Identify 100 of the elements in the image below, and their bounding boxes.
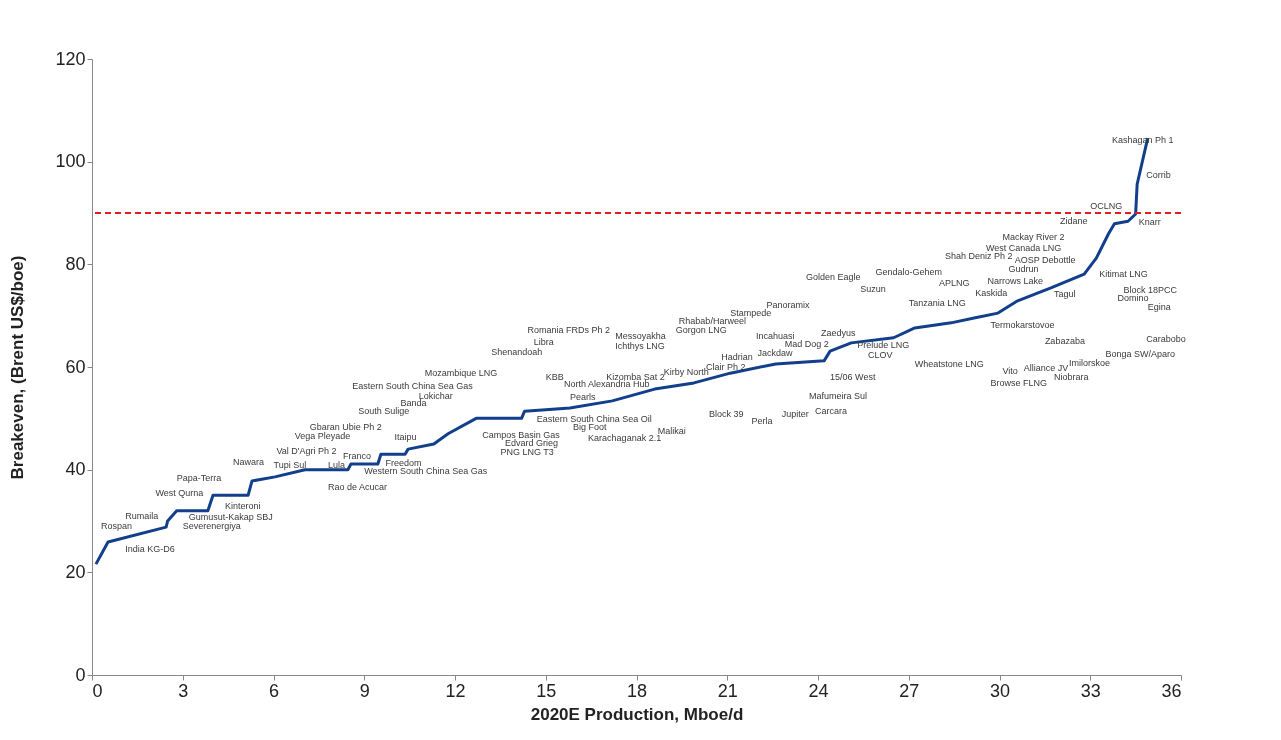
annotation: Gumusut-Kakap SBJ <box>188 511 273 522</box>
annotation: Domino <box>1117 293 1149 304</box>
annotation: Mad Dog 2 <box>784 339 829 350</box>
annotation: Libra <box>533 336 554 347</box>
annotation: Franco <box>343 450 372 461</box>
annotation: Kaskida <box>975 288 1008 299</box>
annotation: Egina <box>1147 302 1171 313</box>
annotation: Imilorskoe <box>1069 357 1111 368</box>
annotation: Carcara <box>814 406 847 417</box>
annotation: Incahuasi <box>755 331 795 342</box>
annotation: Block 39 <box>709 409 744 420</box>
annotation: Bonga SW/Aparo <box>1105 349 1175 360</box>
annotation: Mafumeira Sul <box>808 390 867 401</box>
annotation: Severenergiya <box>182 521 241 532</box>
x-tick-label: 18 <box>626 680 648 701</box>
annotation: Rospan <box>101 521 133 532</box>
annotation: Vito <box>1002 366 1018 377</box>
annotation: Shenandoah <box>491 347 543 358</box>
annotation: Wheatstone LNG <box>914 358 984 369</box>
annotation: Panoramix <box>766 299 811 310</box>
annotation: Mackay River 2 <box>1002 232 1065 243</box>
annotation: Browse FLNG <box>990 377 1047 388</box>
annotation: Mozambique LNG <box>424 368 498 379</box>
x-tick-label: 30 <box>989 680 1011 701</box>
y-tick-label: 60 <box>65 356 86 377</box>
annotation: South Sulige <box>358 406 410 417</box>
annotation: Kitimat LNG <box>1099 269 1148 280</box>
annotation: APLNG <box>939 277 970 288</box>
annotation: CLOV <box>867 349 893 360</box>
x-tick-label: 9 <box>359 680 370 701</box>
annotation: Block 18PCC <box>1123 285 1178 295</box>
x-tick-label: 0 <box>92 680 103 701</box>
annotation: Ichthys LNG <box>615 340 665 351</box>
annotation: Lula <box>327 459 345 470</box>
annotation: Eastern South China Sea Gas <box>352 380 474 391</box>
annotation: PNG LNG T3 <box>500 447 554 458</box>
annotation: Papa-Terra <box>176 472 222 483</box>
annotation: Romania FRDs Ph 2 <box>527 325 611 336</box>
x-tick-label: 24 <box>808 680 829 701</box>
annotation: Tagul <box>1053 289 1076 300</box>
y-tick-label: 100 <box>55 151 86 172</box>
annotation: Edvard Grieg <box>504 437 558 448</box>
annotation: Perla <box>751 415 773 426</box>
annotation: Messoyakha <box>615 331 666 342</box>
y-tick-label: 40 <box>65 459 86 480</box>
annotation: Pearls <box>569 391 596 402</box>
annotation: Western South China Sea Gas <box>364 466 488 477</box>
x-tick-label: 15 <box>536 680 557 701</box>
annotation: Alliance JV <box>1023 363 1069 374</box>
annotation: Rumaila <box>125 510 159 521</box>
annotation: Zabazaba <box>1044 335 1085 346</box>
x-tick-label: 33 <box>1080 680 1101 701</box>
annotation: Zaedyus <box>821 328 857 339</box>
x-tick-label: 21 <box>717 680 738 701</box>
annotation: Zidane <box>1060 216 1088 227</box>
annotation: Gudrun <box>1008 263 1039 274</box>
y-tick-label: 120 <box>55 48 86 69</box>
annotation: Val D'Agri Ph 2 <box>276 446 337 457</box>
annotation: Shah Deniz Ph 2 <box>945 251 1013 262</box>
annotation: Freedom <box>385 457 422 468</box>
annotation: West Canada LNG <box>985 242 1062 253</box>
annotation: Termokarstovoe <box>990 319 1055 330</box>
annotation: Campos Basin Gas <box>482 429 561 440</box>
x-tick-label: 12 <box>445 680 466 701</box>
annotation: Hadrian <box>721 351 753 362</box>
x-tick-label: 6 <box>268 680 280 701</box>
annotation: Gorgon LNG <box>675 324 727 335</box>
annotation: Kirby North <box>663 367 709 378</box>
annotation: Suzun <box>860 283 886 294</box>
annotation: Eastern South China Sea Oil <box>536 413 652 424</box>
annotation: AOSP Debottle <box>1014 254 1076 265</box>
annotation: Big Foot <box>572 422 607 433</box>
annotation: OCLNG <box>1090 201 1123 212</box>
annotation: Knarr <box>1138 217 1161 228</box>
annotation: India KG-D6 <box>125 544 175 555</box>
annotation: Itaipu <box>394 431 417 442</box>
annotation: Kinteroni <box>225 501 261 512</box>
annotation: Jackdaw <box>757 348 794 359</box>
annotation: Nawara <box>232 456 264 467</box>
annotation: West Qurna <box>155 487 204 498</box>
annotation: Golden Eagle <box>805 272 861 283</box>
y-axis-title: Breakeven, (Brent US$/boe) <box>8 255 28 480</box>
annotation: Narrows Lake <box>987 275 1043 286</box>
x-tick-label: 3 <box>178 680 189 701</box>
y-tick-label: 20 <box>65 561 86 582</box>
y-tick-label: 0 <box>75 664 86 685</box>
annotation: Vega Pleyade <box>294 430 351 441</box>
annotation: Tanzania LNG <box>908 297 966 308</box>
annotation: Gbaran Ubie Ph 2 <box>309 421 382 432</box>
x-tick-label: 36 <box>1161 680 1182 701</box>
annotation: Prelude LNG <box>857 339 910 350</box>
annotation: Rao de Acucar <box>327 482 387 493</box>
annotation: Kashagan Ph 1 <box>1112 134 1174 145</box>
x-tick-label: 27 <box>899 680 920 701</box>
annotation: 15/06 West <box>830 371 876 382</box>
y-tick-label: 80 <box>65 253 86 274</box>
annotation: Niobrara <box>1053 372 1089 383</box>
annotation: Gendalo-Gehem <box>875 267 943 278</box>
annotation: Carabobo <box>1146 333 1186 344</box>
annotation: Jupiter <box>781 409 809 420</box>
